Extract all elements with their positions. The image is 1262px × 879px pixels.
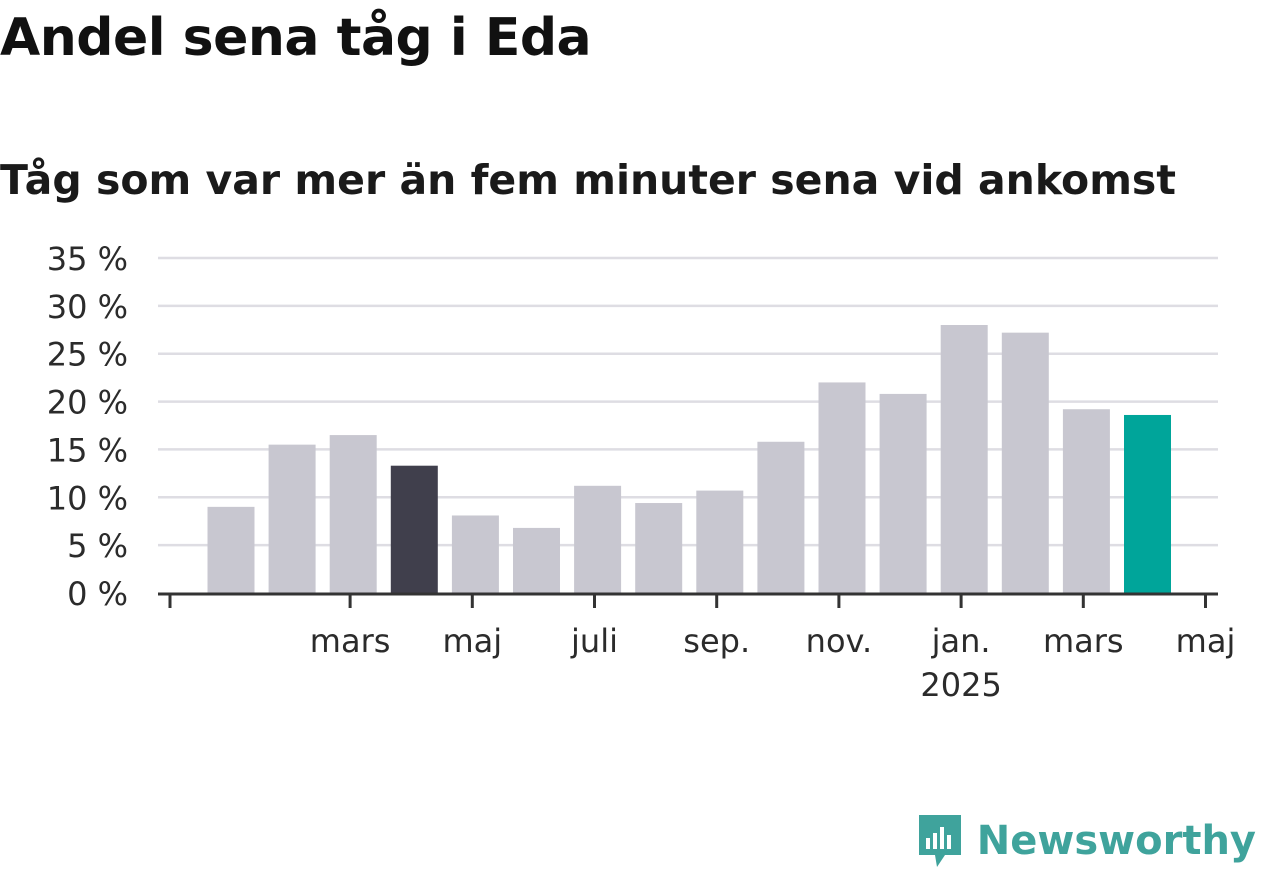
bar (574, 485, 622, 593)
x-tick-label: sep. (683, 622, 750, 660)
newsworthy-logo-text: Newsworthy (976, 818, 1256, 864)
bar (1124, 414, 1171, 593)
bar (1001, 332, 1049, 593)
newsworthy-logo-icon (918, 815, 961, 867)
x-tick-label: nov. (806, 622, 872, 660)
bar (1062, 409, 1110, 593)
x-tick-label: maj (442, 622, 502, 660)
bar (451, 515, 499, 593)
x-tick-label: jan. (931, 622, 991, 660)
y-tick-label: 25 % (47, 336, 128, 374)
bar (879, 393, 927, 593)
x-tick-label: mars (310, 622, 391, 660)
x-tick-label: maj (1176, 622, 1236, 660)
bar (757, 441, 805, 593)
bar (207, 506, 255, 593)
newsworthy-logo: Newsworthy (915, 811, 1256, 871)
y-tick-label: 10 % (47, 479, 128, 517)
x-tick-year-label: 2025 (920, 666, 1001, 704)
y-axis: 0 % 5 % 10 % 15 % 20 % 25 % 30 % 35 % (47, 240, 128, 613)
grid-lines (158, 256, 1218, 547)
chart-subtitle: Tåg som var mer än fem minuter sena vid … (0, 156, 1176, 204)
bar-chart: 0 % 5 % 10 % 15 % 20 % 25 % 30 % 35 % mars maj ju… (47, 240, 1236, 704)
x-tick-label: juli (570, 622, 618, 660)
bar (635, 503, 683, 593)
bar (329, 435, 377, 593)
bar (696, 490, 744, 593)
x-tick-label: mars (1043, 622, 1124, 660)
y-tick-label: 5 % (67, 527, 128, 565)
bar (268, 444, 316, 593)
y-tick-label: 30 % (47, 288, 128, 326)
y-tick-label: 20 % (47, 384, 128, 422)
bar (940, 325, 988, 593)
bars (207, 325, 1171, 593)
y-tick-label: 15 % (47, 431, 128, 469)
y-tick-label: 35 % (47, 240, 128, 278)
y-tick-label: 0 % (67, 575, 128, 613)
chart-title: Andel sena tåg i Eda (0, 8, 592, 68)
bar (818, 382, 866, 593)
bar (513, 527, 560, 593)
bar (390, 465, 438, 593)
x-axis: mars maj juli sep. nov. jan. 2025 mars maj (158, 592, 1236, 704)
